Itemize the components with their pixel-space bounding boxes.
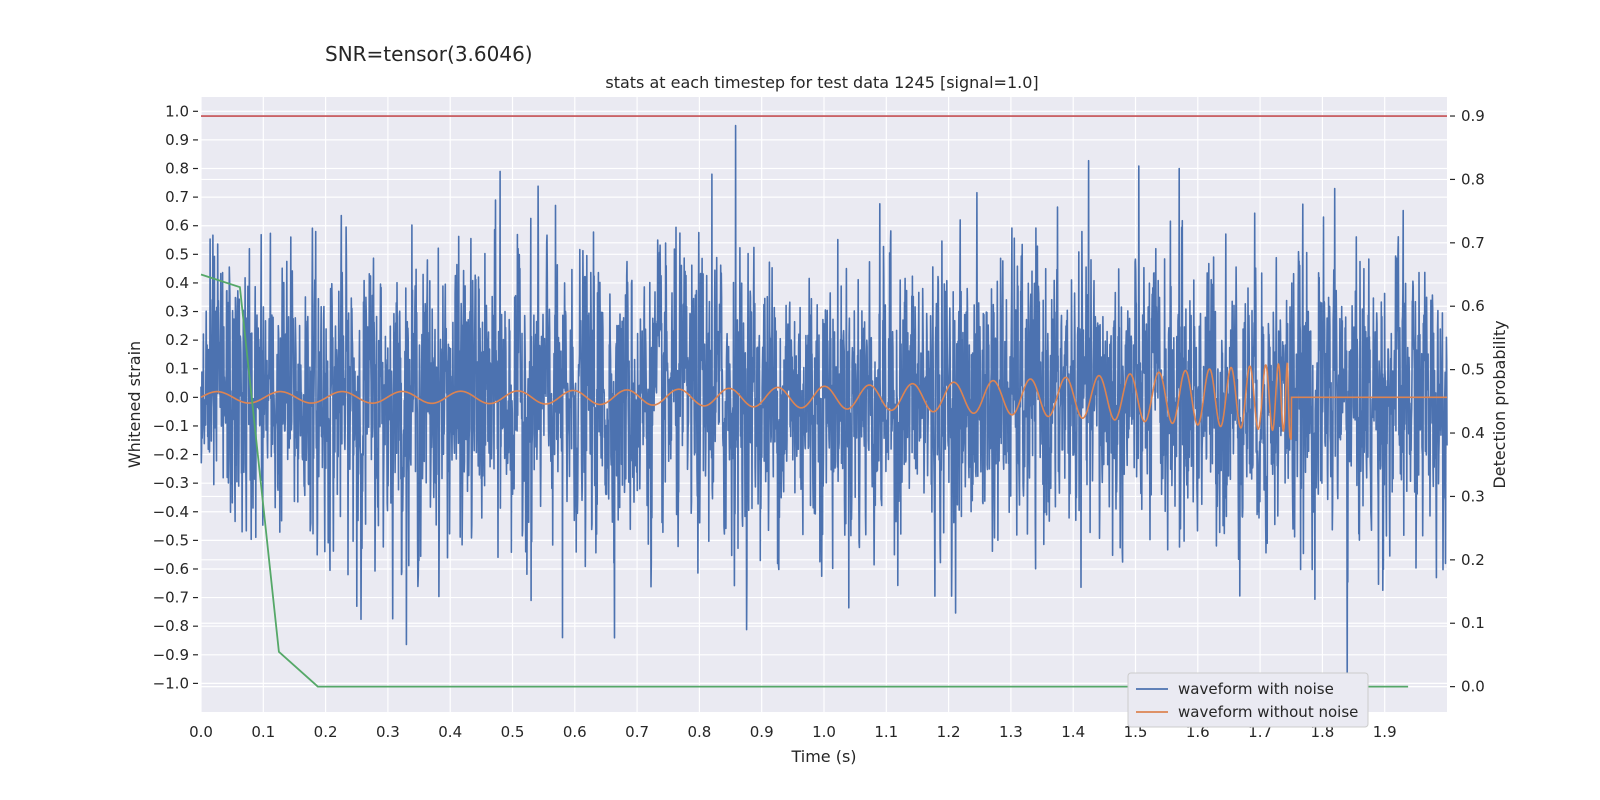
x-axis-ticks: 0.0 0.1 0.2 0.3 0.4 0.5 0.6 0.7 0.8 0.9 1.0 1.1 1.2 1… [189, 723, 1397, 741]
legend-box [1127, 672, 1369, 728]
y-tick-label: −0.9 [153, 646, 189, 664]
y-tick-label: 1.0 [165, 102, 189, 120]
y-tick-label: −0.5 [153, 531, 189, 549]
legend[interactable]: waveform with noise waveform without noi… [1127, 672, 1369, 728]
y-tick-label: 0.4 [165, 274, 189, 292]
y2-tick-label: 0.8 [1461, 170, 1485, 188]
y2-tick-label: 0.1 [1461, 614, 1485, 632]
x-tick-label: 0.0 [189, 723, 213, 741]
y-tick-label: −0.4 [153, 503, 189, 521]
y-tick-label: 0.1 [165, 360, 189, 378]
series-waveform-with-noise [200, 124, 1448, 685]
y-tick-label: −0.1 [153, 417, 189, 435]
y-tick-label: 0.6 [165, 217, 189, 235]
x-tick-label: 0.8 [687, 723, 711, 741]
x-tick-label: 1.2 [937, 723, 961, 741]
y2-tick-label: 0.0 [1461, 678, 1485, 696]
y-tick-label: −1.0 [153, 674, 189, 692]
y-tick-label: −0.6 [153, 560, 189, 578]
y-axis-label: Whitened strain [125, 341, 144, 468]
y2-tick-label: 0.9 [1461, 107, 1485, 125]
series-detection-probability [200, 273, 1409, 688]
y-axis-ticks: 1.0 0.9 0.8 0.7 0.6 0.5 0.4 0.3 0.2 0.1 0.0 −0.1 −0.… [153, 102, 198, 692]
y-tick-label: −0.7 [153, 589, 189, 607]
y2-tick-label: 0.4 [1461, 424, 1485, 442]
y2-tick-label: 0.6 [1461, 297, 1485, 315]
y-tick-label: 0.2 [165, 331, 189, 349]
legend-label-noise: waveform with noise [1178, 680, 1334, 698]
chart-title: stats at each timestep for test data 124… [605, 73, 1038, 92]
x-tick-label: 1.9 [1373, 723, 1397, 741]
x-tick-label: 0.4 [438, 723, 462, 741]
legend-label-clean: waveform without noise [1178, 703, 1358, 721]
y-tick-label: −0.8 [153, 617, 189, 635]
y2-tick-label: 0.7 [1461, 234, 1485, 252]
y-tick-label: 0.9 [165, 131, 189, 149]
y-tick-label: −0.2 [153, 446, 189, 464]
x-axis-label: Time (s) [790, 747, 856, 766]
y2-tick-label: 0.2 [1461, 551, 1485, 569]
chart-suptitle: SNR=tensor(3.6046) [325, 42, 533, 66]
x-tick-label: 1.1 [874, 723, 898, 741]
y-tick-label: 0.7 [165, 188, 189, 206]
y-tick-label: 0.8 [165, 160, 189, 178]
x-tick-label: 0.3 [376, 723, 400, 741]
x-tick-label: 0.1 [251, 723, 275, 741]
y2-axis-ticks: 0.9 0.8 0.7 0.6 0.5 0.4 0.3 0.2 0.1 0.0 [1450, 107, 1485, 696]
x-tick-label: 0.9 [750, 723, 774, 741]
y-tick-label: 0.5 [165, 245, 189, 263]
x-tick-label: 0.5 [501, 723, 525, 741]
x-tick-label: 0.6 [563, 723, 587, 741]
x-tick-label: 1.3 [999, 723, 1023, 741]
y2-tick-label: 0.5 [1461, 361, 1485, 379]
x-tick-label: 1.4 [1061, 723, 1085, 741]
y2-tick-label: 0.3 [1461, 487, 1485, 505]
x-tick-label: 1.0 [812, 723, 836, 741]
series-waveform-without-noise [200, 362, 1447, 440]
series-layer [200, 115, 1448, 688]
y-tick-label: −0.3 [153, 474, 189, 492]
y2-axis-label: Detection probability [1490, 320, 1509, 488]
y-tick-label: 0.3 [165, 303, 189, 321]
x-tick-label: 0.2 [314, 723, 338, 741]
x-tick-label: 0.7 [625, 723, 649, 741]
y-tick-label: 0.0 [165, 388, 189, 406]
